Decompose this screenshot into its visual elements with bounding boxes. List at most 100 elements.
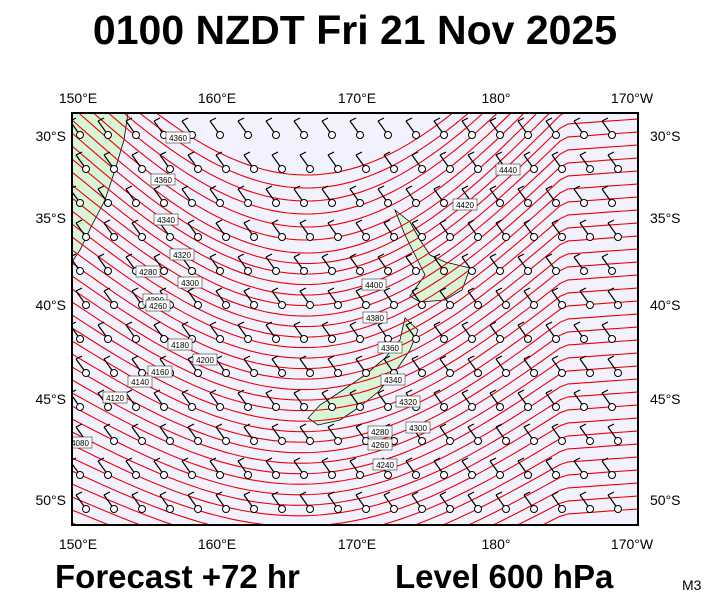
wind-barb-flag (377, 253, 385, 258)
wind-barb-flag (489, 185, 497, 190)
station (502, 301, 510, 309)
station (580, 471, 588, 479)
wind-barb-flag (209, 321, 217, 326)
wind-barb-flag (153, 457, 161, 462)
wind-barb-flag (545, 321, 553, 326)
north-island (394, 208, 471, 303)
wind-barb-flag (243, 423, 251, 428)
station (468, 335, 476, 343)
wind-barb-flag (467, 219, 475, 224)
station (580, 199, 588, 207)
contour-line (72, 248, 638, 391)
contour-label-box (367, 425, 393, 438)
wind-barb-flag (377, 389, 385, 394)
contour-line (72, 131, 638, 296)
station (104, 131, 112, 139)
wind-barb-flag (579, 287, 587, 292)
wind-barb-flag (349, 389, 357, 394)
wind-barb-flag (579, 219, 587, 224)
map-layer: 4360436043404320428043004290426042004180… (71, 113, 638, 525)
wind-barb-flag (349, 321, 357, 326)
station (558, 233, 566, 241)
wind-barb-flag (405, 253, 413, 258)
station (384, 471, 392, 479)
station (188, 199, 196, 207)
contour-label-box (372, 458, 398, 471)
wind-barb-flag (153, 321, 161, 326)
station (446, 437, 454, 445)
wind-barb-flag (495, 423, 503, 428)
station (82, 301, 90, 309)
wind-barb-flag (159, 423, 167, 428)
contour-label: 4260 (371, 441, 389, 450)
contour-label-box (395, 395, 421, 408)
wind-barb-flag (75, 423, 83, 428)
wind-barb-flag (495, 355, 503, 360)
station (440, 131, 448, 139)
lon-label-top: 170°E (338, 90, 376, 106)
wind-barb-flag (187, 287, 195, 292)
station (272, 471, 280, 479)
wind-barb-flag (293, 185, 301, 190)
wind-barb-flag (215, 423, 223, 428)
station (278, 437, 286, 445)
wind-barb-flag (601, 117, 609, 122)
station (474, 505, 482, 513)
station (334, 233, 342, 241)
station (216, 267, 224, 275)
station (586, 369, 594, 377)
wind-barb-flag (607, 355, 615, 360)
station (104, 471, 112, 479)
station (558, 505, 566, 513)
wind-barb-flag (321, 389, 329, 394)
wind-barb-flag (377, 185, 385, 190)
wind-barb-flag (461, 185, 469, 190)
contour-label-box (377, 341, 403, 354)
lon-label-top: 180° (482, 90, 511, 106)
forecast-label: Forecast +72 hr (55, 558, 300, 595)
station (586, 437, 594, 445)
contour-label: 4320 (399, 398, 417, 407)
wind-barb-flag (495, 491, 503, 496)
station (412, 199, 420, 207)
station (188, 267, 196, 275)
contour-line (72, 261, 638, 401)
station (272, 335, 280, 343)
wind-barb-flag (411, 287, 419, 292)
contour-line (72, 170, 638, 328)
contour-label: 4420 (456, 201, 474, 210)
wind-barb-flag (573, 185, 581, 190)
station (194, 369, 202, 377)
station (440, 471, 448, 479)
station (418, 505, 426, 513)
station (418, 165, 426, 173)
contour-label: 4400 (365, 281, 383, 290)
station (306, 165, 314, 173)
station (328, 403, 336, 411)
contour-label: 4200 (196, 356, 214, 365)
wind-barb-flag (75, 219, 83, 224)
wind-barb-flag (523, 491, 531, 496)
wind-barb-flag (433, 185, 441, 190)
station (384, 131, 392, 139)
station (166, 437, 174, 445)
wind-barb-flag (383, 287, 391, 292)
wind-barb-flag (545, 117, 553, 122)
wind-barb-flag (405, 117, 413, 122)
wind-barb-flag (293, 253, 301, 258)
contour-label-box (135, 265, 161, 278)
wind-barb-flag (461, 457, 469, 462)
wind-barb-flag (517, 389, 525, 394)
wind-barb-flag (489, 117, 497, 122)
contour-label: 4080 (71, 439, 89, 448)
contour-line (122, 113, 485, 202)
station (446, 369, 454, 377)
station (216, 403, 224, 411)
station (216, 335, 224, 343)
contour-label-box (192, 353, 218, 366)
wind-barb-flag (327, 423, 335, 428)
station (306, 301, 314, 309)
station (614, 165, 622, 173)
contour-label: 4160 (151, 368, 169, 377)
wind-barb-flag (75, 287, 83, 292)
